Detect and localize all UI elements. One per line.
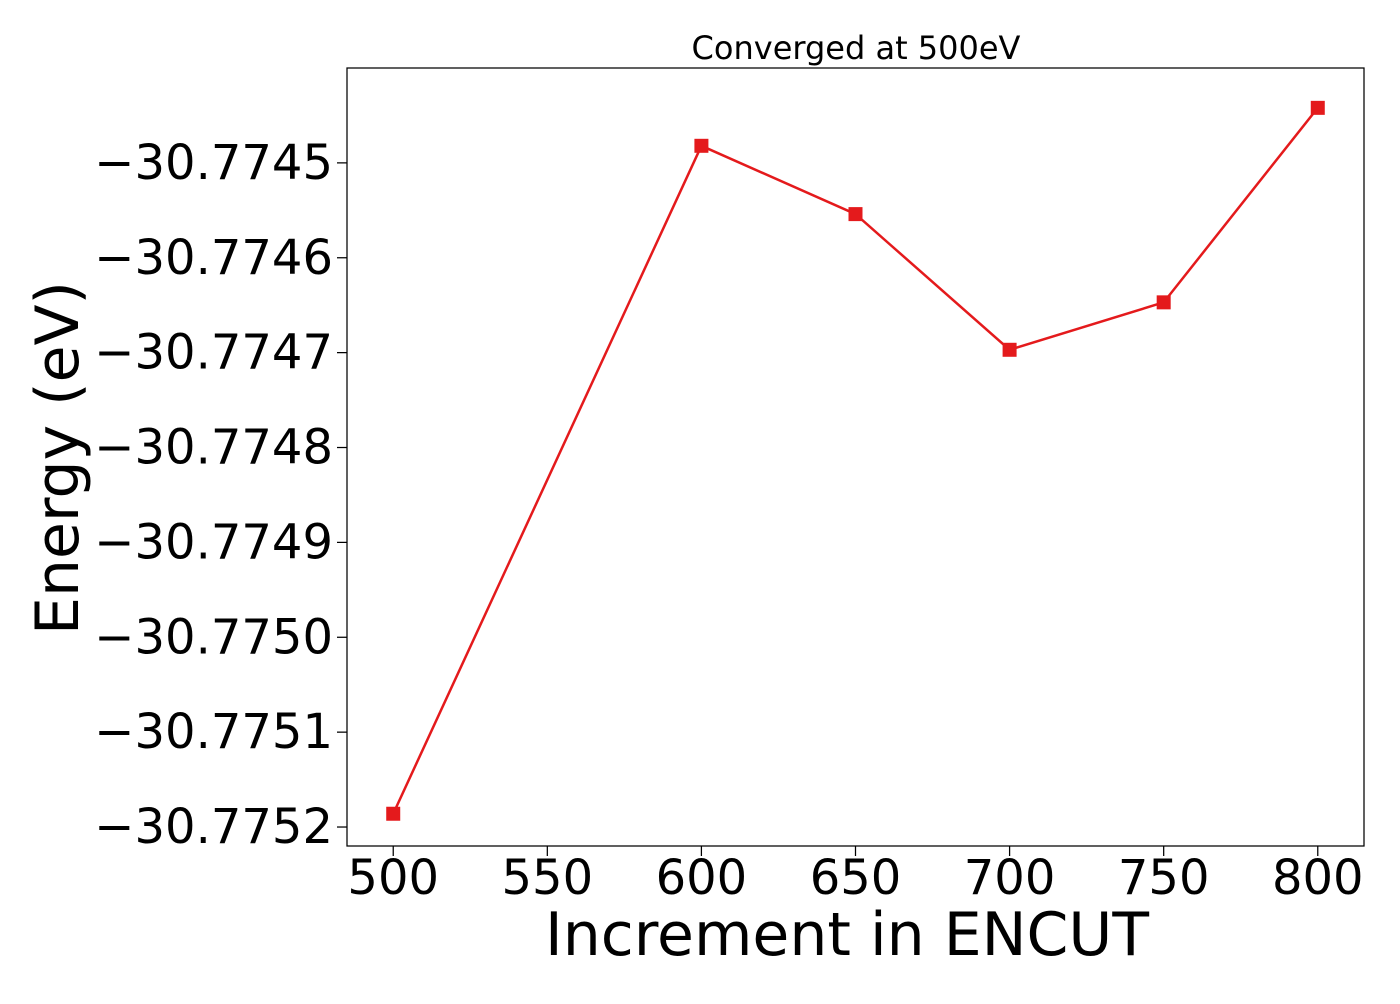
x-tick-label: 750 <box>1118 850 1210 906</box>
x-axis-label: Increment in ENCUT <box>545 900 1149 970</box>
series-line <box>392 107 1319 815</box>
x-tick-label: 600 <box>656 850 748 906</box>
y-tick-label: −30.7749 <box>94 514 333 570</box>
y-axis-ticks: −30.7752 −30.7751 −30.7750 −30.7749 −30.7748… <box>94 135 347 855</box>
y-tick-label: −30.7750 <box>94 609 333 665</box>
x-axis-ticks: 500 550 600 650 700 750 800 <box>347 846 1364 906</box>
y-tick-label: −30.7745 <box>94 135 333 191</box>
y-tick-label: −30.7747 <box>94 325 333 381</box>
y-axis-label: Energy (eV) <box>23 281 93 635</box>
y-tick-label: −30.7746 <box>94 230 333 286</box>
data-point-marker <box>1002 342 1017 357</box>
series-layer <box>386 100 1325 821</box>
data-point-marker <box>848 207 863 222</box>
x-tick-label: 700 <box>964 850 1056 906</box>
y-tick-label: −30.7751 <box>94 704 333 760</box>
y-tick-label: −30.7752 <box>94 799 333 855</box>
data-point-marker <box>1156 295 1171 310</box>
x-tick-label: 800 <box>1272 850 1364 906</box>
x-tick-label: 500 <box>347 850 439 906</box>
data-point-marker <box>694 138 709 153</box>
data-point-marker <box>1310 100 1325 115</box>
x-tick-label: 550 <box>502 850 594 906</box>
data-point-marker <box>386 806 401 821</box>
y-tick-label: −30.7748 <box>94 420 333 476</box>
plot-frame <box>346 67 1365 847</box>
x-tick-label: 650 <box>810 850 902 906</box>
chart-title: Converged at 500eV <box>692 29 1021 67</box>
